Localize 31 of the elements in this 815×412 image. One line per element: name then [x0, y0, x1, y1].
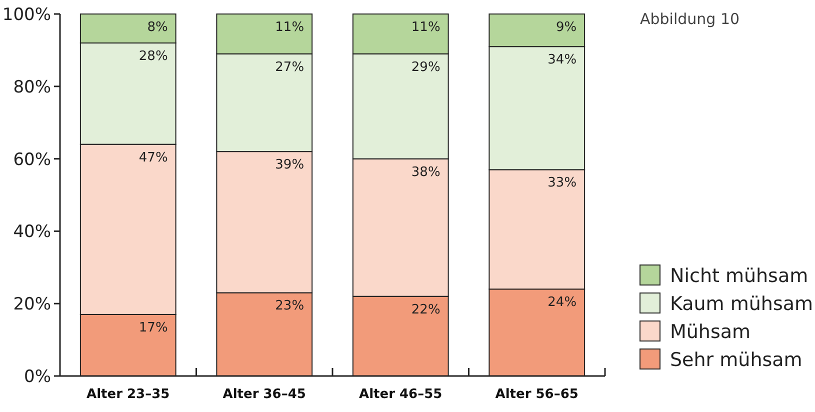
data-label: 17%	[138, 320, 168, 336]
x-tick-label: Alter 36–45	[222, 387, 306, 402]
data-label: 47%	[138, 150, 168, 166]
y-tick-label: 40%	[13, 222, 51, 242]
data-label: 28%	[138, 48, 168, 64]
data-label: 9%	[556, 20, 577, 35]
legend-label: Sehr mühsam	[670, 349, 802, 371]
data-label: 24%	[548, 295, 577, 310]
data-label: 34%	[548, 52, 577, 68]
data-label: 29%	[411, 60, 440, 75]
data-label: 27%	[275, 60, 304, 75]
legend-label: Kaum mühsam	[670, 293, 814, 315]
data-label: 38%	[411, 164, 440, 180]
x-tick-label: Alter 46–55	[359, 387, 442, 402]
legend-label: Mühsam	[670, 321, 751, 343]
y-tick-label: 80%	[13, 77, 51, 98]
data-label: 23%	[275, 298, 304, 314]
y-tick-label: 0%	[24, 366, 51, 387]
data-label: 39%	[275, 158, 304, 173]
y-tick-label: 100%	[2, 4, 51, 25]
x-tick-label: Alter 56–65	[495, 387, 578, 402]
data-label: 8%	[147, 20, 168, 35]
data-label: 22%	[411, 302, 440, 318]
data-label: 11%	[411, 20, 440, 35]
text: Abbildung 10	[640, 10, 740, 28]
data-label: 11%	[275, 20, 304, 35]
data-label: 33%	[548, 176, 577, 191]
legend-label: Nicht mühsam	[670, 265, 808, 287]
y-tick-label: 60%	[13, 150, 51, 170]
y-tick-label: 20%	[13, 294, 51, 315]
x-tick-label: Alter 23–35	[86, 387, 170, 402]
